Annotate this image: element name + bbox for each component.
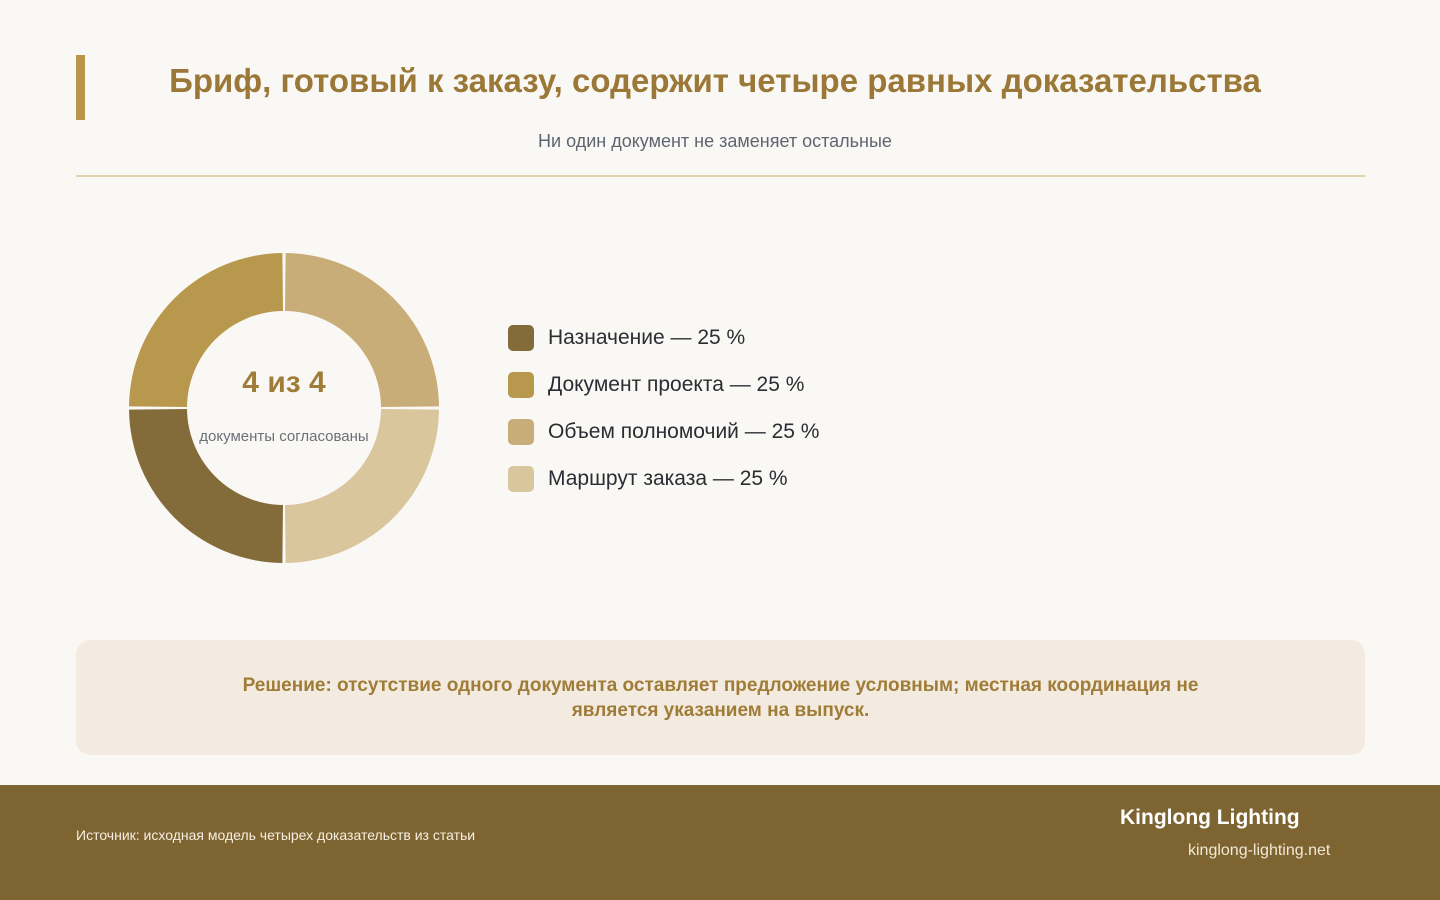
donut-center-caption: документы согласованы (199, 428, 369, 445)
donut-slice-4 (285, 409, 439, 563)
legend-label: Маршрут заказа — 25 % (548, 466, 788, 490)
legend-swatch (508, 418, 534, 445)
legend-label: Документ проекта — 25 % (548, 372, 805, 396)
legend-item-project-document: Документ проекта — 25 % (508, 361, 819, 408)
footer-source: Источник: исходная модель четырех доказа… (76, 827, 476, 843)
footer: Источник: исходная модель четырех доказа… (0, 785, 1440, 900)
page-title: Бриф, готовый к заказу, содержит четыре … (169, 62, 1261, 99)
header-divider (76, 175, 1365, 177)
title-accent-bar (76, 55, 85, 120)
decision-text: Решение: отсутствие одного документа ост… (242, 674, 1199, 721)
donut-slice-1 (129, 409, 283, 563)
page-subtitle: Ни один документ не заменяет остальные (538, 131, 892, 151)
legend-label: Объем полномочий — 25 % (548, 419, 820, 443)
legend-swatch (508, 324, 534, 351)
legend-item-purpose: Назначение — 25 % (508, 314, 819, 361)
footer-brand: Kinglong Lighting (1120, 806, 1300, 829)
donut-center-value: 4 из 4 (242, 366, 326, 399)
legend-item-scope: Объем полномочий — 25 % (508, 408, 819, 455)
legend-item-order-route: Маршрут заказа — 25 % (508, 455, 819, 502)
decision-callout: Решение: отсутствие одного документа ост… (76, 640, 1365, 755)
legend-swatch (508, 465, 534, 492)
donut-chart (129, 253, 439, 563)
legend-label: Назначение — 25 % (548, 325, 746, 349)
legend-swatch (508, 371, 534, 398)
donut-slice-3 (285, 253, 439, 407)
footer-url[interactable]: kinglong-lighting.net (1188, 842, 1331, 859)
donut-slice-2 (129, 253, 283, 407)
chart-legend: Назначение — 25 % Документ проекта — 25 … (508, 314, 819, 502)
